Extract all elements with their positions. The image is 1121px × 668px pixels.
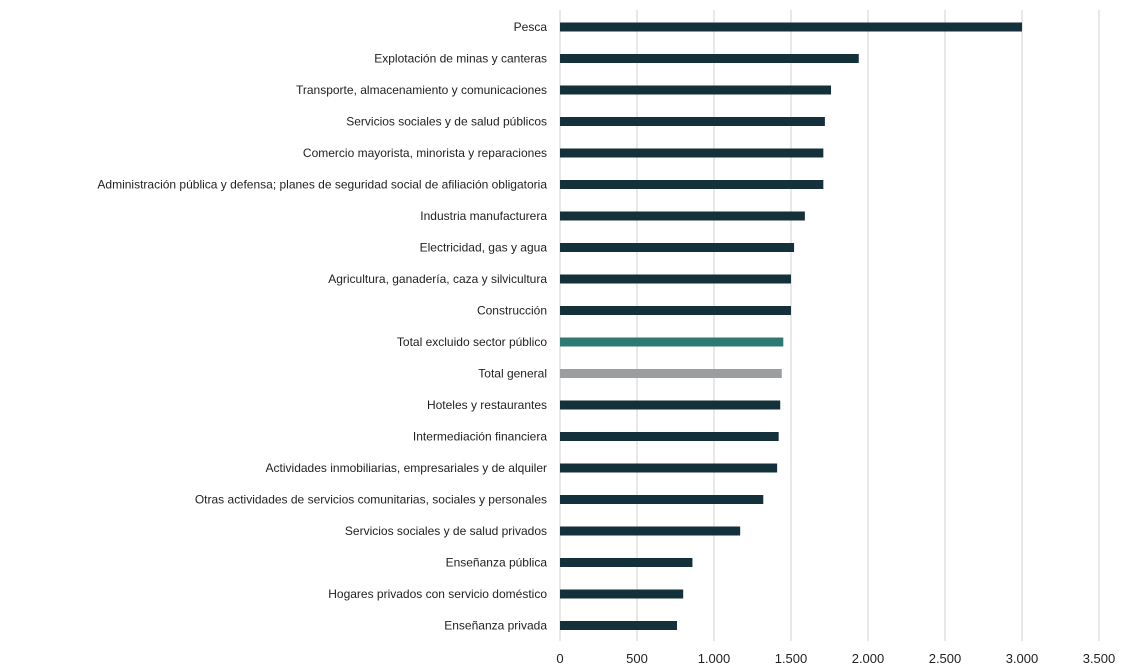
bars bbox=[560, 22, 1022, 630]
category-label: Agricultura, ganadería, caza y silvicult… bbox=[328, 272, 547, 286]
bar bbox=[560, 85, 832, 95]
bar bbox=[560, 337, 784, 347]
category-label: Total general bbox=[478, 367, 547, 381]
bar bbox=[560, 589, 684, 599]
category-label: Servicios sociales y de salud públicos bbox=[346, 115, 547, 129]
bar bbox=[560, 400, 781, 410]
category-label: Pesca bbox=[514, 20, 548, 34]
category-labels: Pesca Explotación de minas y canteras Tran… bbox=[97, 20, 547, 633]
category-label: Enseñanza pública bbox=[446, 556, 548, 570]
category-label: Otras actividades de servicios comunitar… bbox=[195, 493, 547, 507]
bar bbox=[560, 495, 764, 504]
x-tick-label: 3.500 bbox=[1083, 651, 1116, 666]
category-label: Transporte, almacenamiento y comunicacio… bbox=[296, 83, 547, 97]
gridlines bbox=[559, 10, 1100, 641]
x-tick-label: 1.000 bbox=[698, 651, 731, 666]
x-tick-label: 0 bbox=[556, 651, 563, 666]
bar bbox=[560, 243, 795, 252]
category-label: Actividades inmobiliarias, empresariales… bbox=[266, 461, 547, 475]
category-label: Comercio mayorista, minorista y reparaci… bbox=[303, 146, 547, 160]
x-tick-label: 2.000 bbox=[852, 651, 885, 666]
category-label: Servicios sociales y de salud privados bbox=[345, 524, 547, 538]
category-label: Explotación de minas y canteras bbox=[374, 52, 547, 66]
category-label: Industria manufacturera bbox=[420, 209, 547, 223]
bar bbox=[560, 558, 693, 567]
bar bbox=[560, 117, 825, 126]
category-label: Enseñanza privada bbox=[444, 619, 547, 633]
bar bbox=[560, 211, 805, 221]
bar bbox=[560, 180, 824, 189]
category-label: Intermediación financiera bbox=[413, 430, 547, 444]
category-label: Electricidad, gas y agua bbox=[420, 241, 548, 255]
x-tick-label: 500 bbox=[626, 651, 648, 666]
category-label: Hoteles y restaurantes bbox=[427, 398, 547, 412]
category-label: Construcción bbox=[477, 304, 547, 318]
category-label: Total excluido sector público bbox=[397, 335, 547, 349]
x-tick-label: 3.000 bbox=[1006, 651, 1039, 666]
bar bbox=[560, 369, 782, 378]
bar bbox=[560, 463, 778, 473]
bar bbox=[560, 274, 791, 284]
bar bbox=[560, 22, 1022, 32]
bar bbox=[560, 432, 779, 441]
x-tick-label: 1.500 bbox=[775, 651, 808, 666]
category-label: Administración pública y defensa; planes… bbox=[97, 178, 547, 192]
category-label: Hogares privados con servicio doméstico bbox=[328, 587, 547, 601]
bar bbox=[560, 526, 741, 536]
bar bbox=[560, 54, 859, 63]
bar bbox=[560, 621, 678, 630]
bar bbox=[560, 306, 791, 315]
x-axis-tick-labels: 0 500 1.000 1.500 2.000 2.500 3.000 3.500 bbox=[556, 651, 1115, 666]
x-tick-label: 2.500 bbox=[929, 651, 962, 666]
bar bbox=[560, 148, 824, 158]
